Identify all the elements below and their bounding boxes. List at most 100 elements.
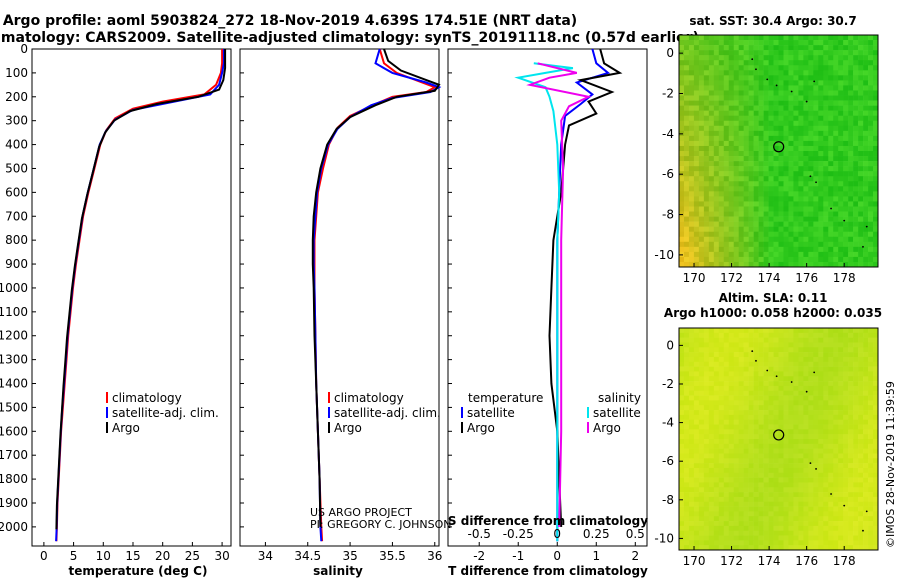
map-cell bbox=[728, 540, 735, 546]
map-cell bbox=[723, 390, 730, 396]
map-cell bbox=[848, 347, 854, 353]
map-cell bbox=[788, 65, 794, 71]
map-cell bbox=[783, 390, 789, 396]
map-cell bbox=[703, 443, 710, 449]
map-cell bbox=[823, 424, 829, 430]
map-cell bbox=[798, 352, 804, 358]
map-cell bbox=[758, 90, 764, 96]
map-cell bbox=[683, 477, 690, 483]
map-cell bbox=[813, 439, 819, 445]
map-cell bbox=[783, 251, 789, 258]
map-cell bbox=[753, 35, 759, 41]
map-cell bbox=[698, 516, 705, 522]
map-cell bbox=[778, 216, 784, 222]
map-cell bbox=[743, 261, 749, 268]
lon-tick-label: 170 bbox=[683, 271, 706, 285]
sla-map-frame bbox=[678, 327, 879, 551]
map-cell bbox=[679, 125, 685, 132]
map-cell bbox=[753, 448, 759, 454]
map-cell bbox=[818, 472, 824, 478]
map-cell bbox=[748, 501, 754, 507]
map-cell bbox=[818, 246, 824, 253]
map-cell bbox=[718, 545, 725, 551]
map-cell bbox=[873, 482, 879, 488]
map-cell bbox=[718, 337, 725, 343]
map-cell bbox=[783, 419, 789, 425]
map-cell bbox=[828, 361, 834, 367]
map-cell bbox=[688, 226, 695, 232]
map-cell bbox=[803, 414, 809, 420]
map-cell bbox=[723, 467, 730, 474]
map-cell bbox=[733, 540, 739, 546]
map-cell bbox=[703, 506, 710, 512]
map-cell bbox=[813, 332, 819, 338]
map-cell bbox=[828, 130, 834, 137]
map-cell bbox=[703, 439, 710, 445]
map-cell bbox=[683, 201, 690, 207]
map-cell bbox=[713, 130, 720, 137]
map-cell bbox=[818, 482, 824, 488]
map-cell bbox=[763, 501, 769, 507]
map-cell bbox=[783, 477, 789, 483]
map-cell bbox=[848, 166, 854, 172]
map-cell bbox=[713, 196, 720, 202]
map-cell bbox=[768, 156, 774, 162]
map-cell bbox=[743, 525, 749, 531]
map-cell bbox=[843, 135, 849, 142]
map-cell bbox=[743, 506, 749, 512]
map-cell bbox=[773, 342, 779, 348]
map-cell bbox=[703, 196, 710, 202]
map-cell bbox=[848, 414, 854, 420]
map-cell bbox=[843, 496, 849, 503]
map-cell bbox=[838, 477, 844, 483]
map-cell bbox=[823, 236, 829, 243]
map-cell bbox=[873, 516, 879, 522]
map-cell bbox=[743, 161, 749, 167]
map-cell bbox=[783, 50, 789, 56]
map-cell bbox=[773, 50, 779, 56]
map-cell bbox=[798, 100, 804, 106]
map-cell bbox=[793, 221, 799, 227]
map-cell bbox=[873, 390, 879, 396]
map-cell bbox=[803, 467, 809, 474]
map-cell bbox=[848, 521, 854, 527]
map-cell bbox=[798, 395, 804, 401]
map-cell bbox=[708, 511, 715, 517]
map-cell bbox=[833, 482, 839, 488]
map-cell bbox=[723, 40, 730, 46]
map-cell bbox=[793, 45, 799, 51]
map-cell bbox=[703, 458, 710, 464]
map-cell bbox=[679, 376, 685, 382]
map-cell bbox=[858, 328, 864, 334]
map-cell bbox=[823, 55, 829, 61]
map-cell bbox=[808, 186, 814, 192]
map-cell bbox=[713, 246, 720, 253]
map-cell bbox=[723, 371, 730, 377]
map-cell bbox=[868, 511, 874, 517]
map-cell bbox=[698, 95, 705, 101]
map-cell bbox=[708, 390, 715, 396]
map-cell bbox=[728, 226, 735, 232]
map-cell bbox=[713, 135, 720, 142]
map-cell bbox=[728, 477, 735, 483]
map-cell bbox=[863, 400, 869, 406]
map-cell bbox=[798, 246, 804, 253]
map-cell bbox=[803, 216, 809, 222]
map-cell bbox=[873, 356, 879, 363]
map-cell bbox=[823, 211, 829, 217]
map-cell bbox=[838, 525, 844, 531]
map-cell bbox=[683, 65, 690, 71]
island-dot bbox=[830, 207, 832, 210]
map-cell bbox=[838, 545, 844, 551]
map-cell bbox=[768, 226, 774, 232]
map-cell bbox=[828, 145, 834, 152]
map-cell bbox=[853, 414, 859, 420]
map-cell bbox=[763, 545, 769, 551]
map-cell bbox=[848, 385, 854, 392]
map-cell bbox=[873, 166, 879, 172]
map-cell bbox=[818, 181, 824, 187]
map-cell bbox=[743, 50, 749, 56]
map-cell bbox=[738, 166, 744, 172]
map-cell bbox=[753, 487, 759, 493]
map-cell bbox=[873, 545, 879, 551]
